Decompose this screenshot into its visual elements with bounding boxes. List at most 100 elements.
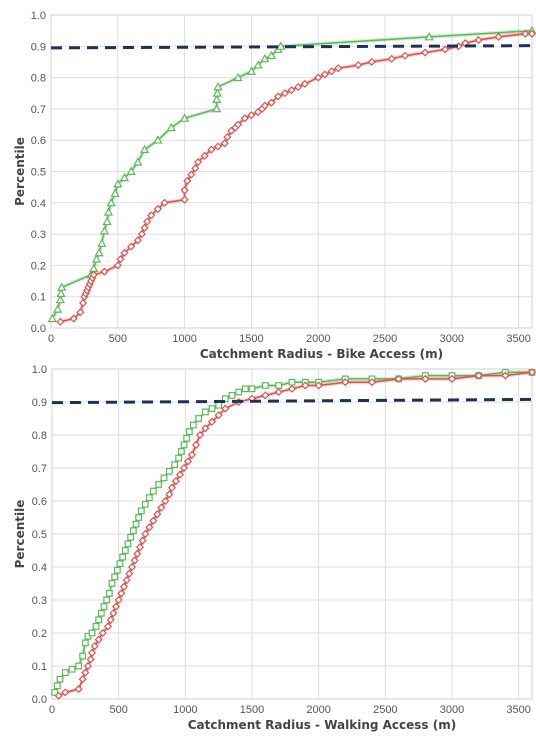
data-point [424, 32, 434, 41]
data-point [127, 562, 137, 572]
data-point [421, 374, 430, 383]
y-axis-title: Percentile [13, 500, 27, 569]
y-tick-label: 0.3 [32, 595, 47, 607]
data-point [394, 374, 403, 383]
data-point [248, 385, 256, 393]
data-point [102, 216, 112, 226]
y-axis-title: Percentile [13, 137, 27, 206]
data-point [501, 371, 510, 380]
y-tick-label: 0.8 [31, 73, 46, 85]
data-point [92, 622, 100, 630]
data-point [117, 589, 126, 598]
y-tick-label: 0.5 [32, 529, 47, 541]
data-point [100, 603, 108, 610]
x-tick-label: 1000 [172, 333, 196, 345]
data-point [474, 371, 483, 380]
data-point [160, 198, 169, 207]
data-point [79, 298, 88, 308]
data-point [56, 317, 65, 326]
data-point [133, 157, 143, 166]
y-tick-label: 0.6 [32, 496, 47, 508]
data-point [76, 308, 85, 317]
data-point [441, 45, 450, 54]
data-point [86, 655, 95, 664]
data-point [97, 609, 105, 617]
data-point [121, 547, 129, 554]
x-tick-label: 3000 [440, 333, 464, 345]
data-point [334, 64, 343, 73]
data-point [274, 388, 283, 397]
data-point [171, 461, 179, 469]
x-tick-label: 2500 [373, 333, 397, 345]
x-tick-label: 3000 [440, 704, 464, 716]
data-point [140, 223, 149, 232]
data-point [320, 70, 329, 79]
series-triangle [47, 25, 536, 323]
y-tick-label: 0.2 [31, 260, 46, 272]
data-point [193, 158, 203, 167]
data-point [221, 395, 229, 403]
data-point [110, 188, 120, 197]
data-point [54, 691, 63, 700]
data-point [421, 48, 430, 57]
data-point [91, 254, 102, 263]
y-tick-label: 0.0 [32, 694, 47, 706]
x-tick-label: 500 [109, 333, 127, 345]
bike-access-chart: 0.0 0.1 0.2 0.3 0.4 0.5 0.6 0.7 0.8 0.9 1.0 0 500 100… [13, 10, 536, 361]
data-point [175, 470, 185, 479]
data-point [527, 368, 536, 377]
data-point [314, 73, 323, 82]
data-point [161, 496, 170, 506]
y-tick-label: 0.0 [31, 323, 46, 335]
y-tick-label: 0.6 [31, 135, 46, 147]
data-point [132, 520, 140, 528]
data-point [155, 481, 163, 488]
data-point [301, 381, 310, 390]
data-point [111, 602, 121, 611]
data-point [53, 682, 61, 690]
data-point [165, 490, 174, 499]
data-point [167, 483, 177, 492]
data-point [266, 50, 277, 60]
data-point [300, 79, 309, 88]
data-point [160, 474, 168, 482]
x-tick-label: 3500 [506, 333, 530, 345]
data-point [287, 384, 297, 393]
data-point [56, 675, 64, 683]
x-tick-label: 1500 [239, 333, 263, 345]
y-tick-label: 0.7 [31, 104, 46, 116]
data-point [103, 622, 113, 631]
data-point [212, 94, 222, 103]
data-point [90, 642, 99, 651]
data-point [527, 29, 536, 38]
data-point [274, 92, 283, 101]
plot-frame [51, 368, 533, 700]
data-point [153, 510, 162, 519]
data-point [367, 378, 377, 387]
plot-frame [50, 14, 533, 329]
data-point [109, 609, 118, 618]
data-point [56, 288, 66, 298]
data-point [129, 527, 137, 535]
data-point [234, 120, 243, 129]
data-point [111, 573, 119, 581]
y-tick-label: 1.0 [31, 10, 46, 22]
data-point [179, 113, 190, 122]
data-point [387, 54, 396, 63]
data-point [120, 248, 129, 257]
data-point [267, 98, 276, 107]
data-point [122, 576, 131, 585]
data-point [81, 668, 90, 677]
data-point [354, 61, 363, 70]
data-point [116, 560, 124, 568]
data-point [75, 662, 83, 670]
y-tick-label: 0.8 [32, 430, 47, 442]
data-point [180, 186, 189, 195]
data-point [127, 533, 135, 541]
data-point [116, 255, 125, 264]
data-point [191, 164, 200, 173]
data-point [201, 408, 209, 416]
y-tick-label: 0.7 [32, 463, 47, 475]
y-tick-label: 0.9 [32, 397, 47, 409]
